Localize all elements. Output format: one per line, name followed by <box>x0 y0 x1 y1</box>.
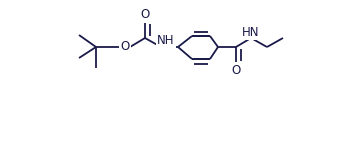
Text: O: O <box>120 40 130 53</box>
Text: O: O <box>140 9 149 22</box>
Text: HN: HN <box>242 26 260 38</box>
Text: O: O <box>231 64 240 77</box>
Text: NH: NH <box>157 35 175 47</box>
